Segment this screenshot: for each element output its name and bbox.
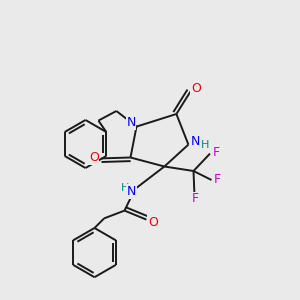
Text: O: O bbox=[89, 151, 99, 164]
Text: N: N bbox=[127, 185, 136, 198]
Text: O: O bbox=[191, 82, 201, 95]
Text: N: N bbox=[190, 135, 200, 148]
Text: H: H bbox=[121, 183, 130, 193]
Text: O: O bbox=[148, 215, 158, 229]
Text: F: F bbox=[212, 146, 220, 159]
Text: N: N bbox=[126, 116, 136, 130]
Text: F: F bbox=[191, 192, 199, 206]
Text: H: H bbox=[201, 140, 210, 151]
Text: F: F bbox=[214, 173, 221, 186]
